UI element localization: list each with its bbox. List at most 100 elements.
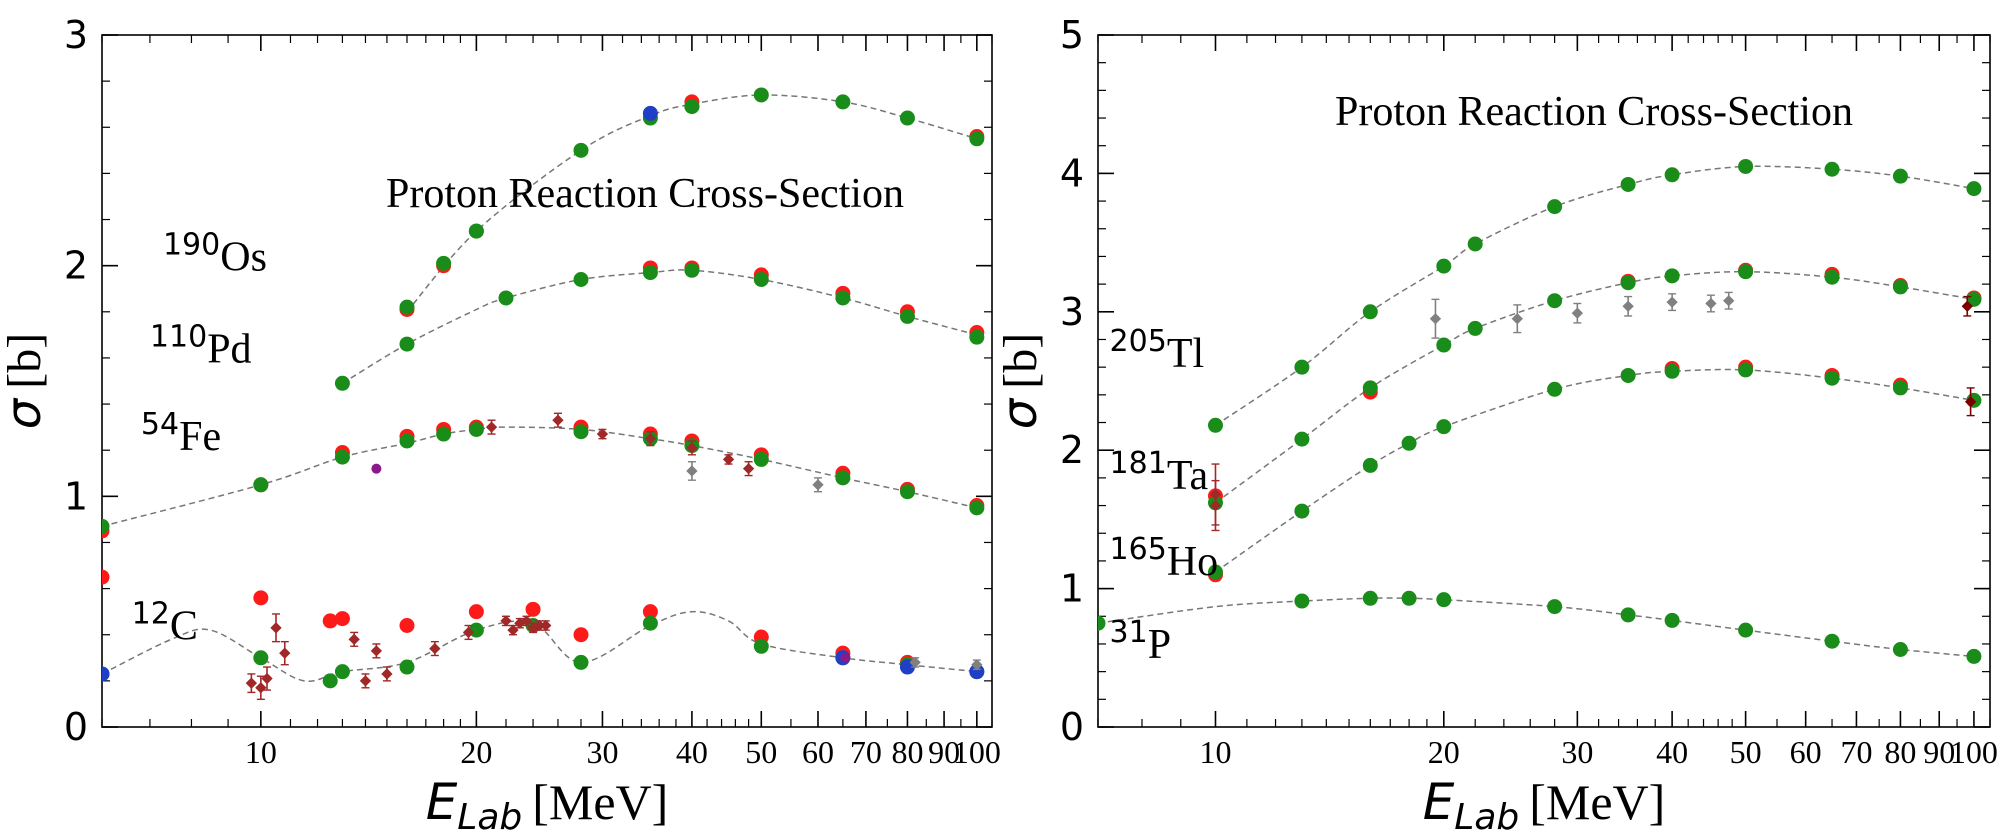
y-axis-label-unit: [b] bbox=[994, 333, 1047, 389]
data-point-green bbox=[1436, 337, 1452, 353]
y-tick-label: 5 bbox=[1060, 13, 1084, 57]
data-point-green bbox=[1436, 592, 1452, 608]
y-axis-label: σ [b] bbox=[992, 333, 1048, 429]
data-point-exp-maroon bbox=[1964, 396, 1977, 408]
data-point-exp-darkred bbox=[552, 414, 564, 426]
nucleus-label: 12C bbox=[132, 596, 198, 649]
data-point-green bbox=[1966, 181, 1982, 197]
data-point-exp-darkred bbox=[359, 675, 372, 687]
data-point-exp-darkred bbox=[507, 624, 519, 636]
y-axis-label-unit: [b] bbox=[0, 333, 51, 389]
data-point-exp-darkred bbox=[500, 615, 512, 627]
nucleus-label: 54Fe bbox=[141, 407, 221, 460]
data-point-exp-darkred bbox=[462, 626, 475, 639]
data-point-green-top bbox=[468, 223, 484, 239]
x-tick-label: 10 bbox=[245, 734, 277, 770]
data-point-red bbox=[253, 590, 269, 606]
model-curve-205Tl bbox=[1215, 165, 1975, 426]
data-point-green bbox=[969, 329, 985, 345]
data-point-green bbox=[1620, 367, 1636, 383]
axes-frame bbox=[101, 34, 993, 728]
data-point-green bbox=[1294, 431, 1310, 447]
data-point-exp-gray bbox=[686, 465, 698, 477]
data-point-green bbox=[399, 433, 415, 449]
data-point-green bbox=[753, 451, 769, 467]
data-point-green bbox=[1824, 370, 1840, 386]
y-tick-label: 1 bbox=[1060, 567, 1084, 611]
data-point-green bbox=[1892, 641, 1908, 657]
data-point-exp-gray bbox=[909, 656, 921, 669]
data-point-exp-gray bbox=[971, 659, 983, 671]
data-point-green bbox=[399, 659, 415, 675]
data-point-exp-gray bbox=[1622, 300, 1634, 312]
nucleus-mass: 190 bbox=[163, 227, 220, 262]
data-point-exp-darkred bbox=[742, 462, 755, 475]
x-tick-label: 90 bbox=[1923, 734, 1955, 770]
nucleus-mass: 181 bbox=[1110, 446, 1167, 481]
x-tick-label: 20 bbox=[1428, 734, 1460, 770]
data-point-red bbox=[399, 618, 415, 634]
data-point-exp-gray bbox=[1429, 313, 1442, 325]
data-point-green bbox=[1547, 381, 1563, 397]
data-point-green bbox=[334, 449, 350, 465]
data-point-green-top bbox=[399, 299, 415, 315]
data-point-green bbox=[334, 664, 350, 680]
data-point-exp-darkred bbox=[540, 619, 552, 632]
nucleus-element: Os bbox=[220, 234, 267, 280]
data-point-green bbox=[753, 272, 769, 288]
data-point-exp-gray bbox=[1723, 295, 1735, 307]
nucleus-element: P bbox=[1148, 622, 1171, 668]
x-tick-label: 80 bbox=[1884, 734, 1916, 770]
data-point-green bbox=[684, 262, 700, 278]
x-tick-label: 60 bbox=[802, 734, 834, 770]
data-point-green bbox=[642, 265, 658, 281]
data-point-green bbox=[573, 654, 589, 670]
nucleus-mass: 205 bbox=[1110, 324, 1167, 359]
nucleus-label: 181Ta bbox=[1110, 446, 1209, 499]
x-tick-label: 40 bbox=[676, 734, 708, 770]
data-point-green bbox=[1294, 503, 1310, 519]
axes-frame bbox=[1097, 34, 1991, 728]
data-point-green bbox=[1207, 417, 1223, 433]
y-tick-label: 4 bbox=[1060, 151, 1084, 195]
nucleus-mass: 165 bbox=[1110, 532, 1167, 567]
data-point-green bbox=[1098, 615, 1106, 631]
y-tick-label: 0 bbox=[1060, 705, 1084, 749]
data-point-green bbox=[1966, 648, 1982, 664]
data-point-green bbox=[835, 470, 851, 486]
plot-area bbox=[102, 87, 985, 701]
x-axis-label-unit: [MeV] bbox=[532, 774, 668, 830]
data-point-green-top bbox=[573, 142, 589, 158]
data-point-exp-darkred bbox=[485, 421, 498, 433]
x-tick-label: 30 bbox=[586, 734, 618, 770]
data-point-exp-darkred bbox=[381, 668, 393, 680]
data-point-red bbox=[573, 627, 589, 643]
data-point-green bbox=[1738, 362, 1754, 378]
data-point-green-top bbox=[899, 110, 915, 126]
x-axis-label-subscript: Lab bbox=[1454, 797, 1519, 838]
data-point-exp-darkred bbox=[429, 642, 441, 655]
data-point-green bbox=[436, 426, 452, 442]
data-point-green bbox=[1738, 158, 1754, 174]
data-point-exp-darkred bbox=[644, 433, 657, 445]
data-point-green bbox=[1738, 264, 1754, 280]
data-point-green bbox=[753, 638, 769, 654]
data-point-green bbox=[1824, 269, 1840, 285]
nucleus-label: 165Ho bbox=[1110, 532, 1219, 585]
data-point-green bbox=[1362, 590, 1378, 606]
nucleus-element: Tl bbox=[1167, 331, 1204, 377]
data-point-green bbox=[253, 650, 269, 666]
data-point-green bbox=[1738, 622, 1754, 638]
nucleus-label: 190Os bbox=[163, 227, 267, 280]
chart-title: Proton Reaction Cross-Section bbox=[386, 171, 904, 217]
data-point-green bbox=[468, 421, 484, 437]
y-axis-label: σ [b] bbox=[0, 333, 52, 429]
data-point-green bbox=[1620, 275, 1636, 291]
data-point-green bbox=[1436, 419, 1452, 435]
data-point-green bbox=[399, 336, 415, 352]
data-point-green bbox=[1362, 457, 1378, 473]
data-point-green bbox=[1467, 236, 1483, 252]
data-point-green bbox=[1966, 291, 1982, 307]
